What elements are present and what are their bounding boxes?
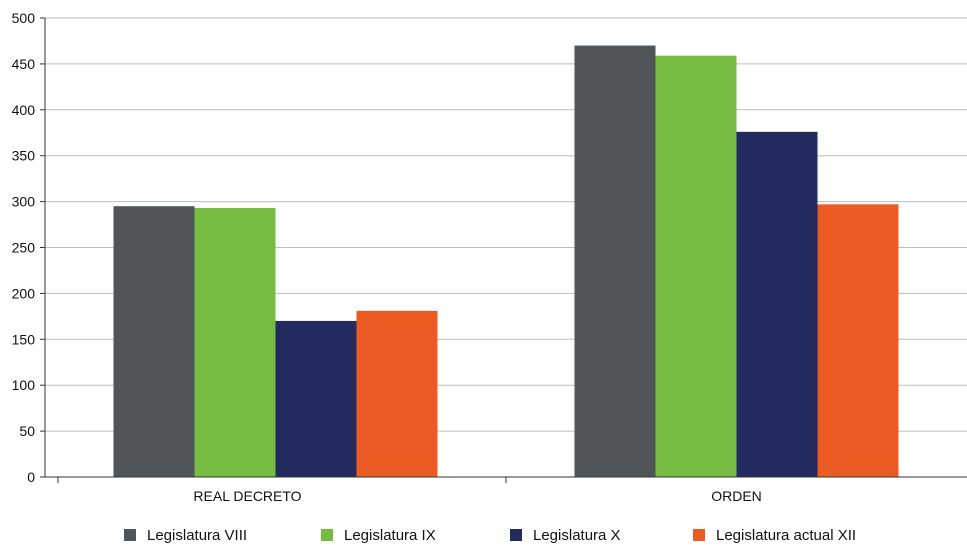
bar [113, 206, 195, 477]
bar [275, 320, 357, 477]
y-tick-label: 200 [12, 285, 36, 301]
legend-swatch [124, 529, 136, 541]
bar [194, 208, 276, 477]
legend-label: Legislatura IX [344, 527, 436, 544]
y-tick-label: 300 [12, 194, 36, 210]
legend-swatch [321, 529, 333, 541]
y-tick-label: 350 [12, 148, 36, 164]
y-tick-label: 400 [12, 102, 36, 118]
y-tick-label: 150 [12, 331, 36, 347]
bar [655, 55, 737, 477]
x-tick-label: REAL DECRETO [193, 488, 301, 504]
y-tick-label: 250 [12, 240, 36, 256]
y-tick-label: 0 [27, 469, 35, 485]
legend-label: Legislatura VIII [147, 527, 247, 544]
legend-label: Legislatura actual XII [716, 527, 856, 544]
y-tick-label: 50 [19, 423, 35, 439]
legend-swatch [693, 529, 705, 541]
x-axis-ticks: REAL DECRETO ORDEN [57, 477, 762, 504]
bar [574, 45, 656, 477]
y-tick-label: 450 [12, 56, 36, 72]
y-axis-ticks: 0 50 100 150 200 250 300 350 400 450 500 [12, 10, 45, 485]
x-tick-label: ORDEN [711, 488, 762, 504]
legend-swatch [510, 529, 522, 541]
y-tick-label: 100 [12, 377, 36, 393]
legend-label: Legislatura X [533, 527, 621, 544]
bar [817, 204, 899, 477]
y-tick-label: 500 [12, 10, 36, 26]
legend: Legislatura VIII Legislatura IX Legislatur… [124, 527, 856, 544]
bar [736, 131, 818, 477]
bar [356, 310, 438, 477]
bars [113, 45, 899, 477]
